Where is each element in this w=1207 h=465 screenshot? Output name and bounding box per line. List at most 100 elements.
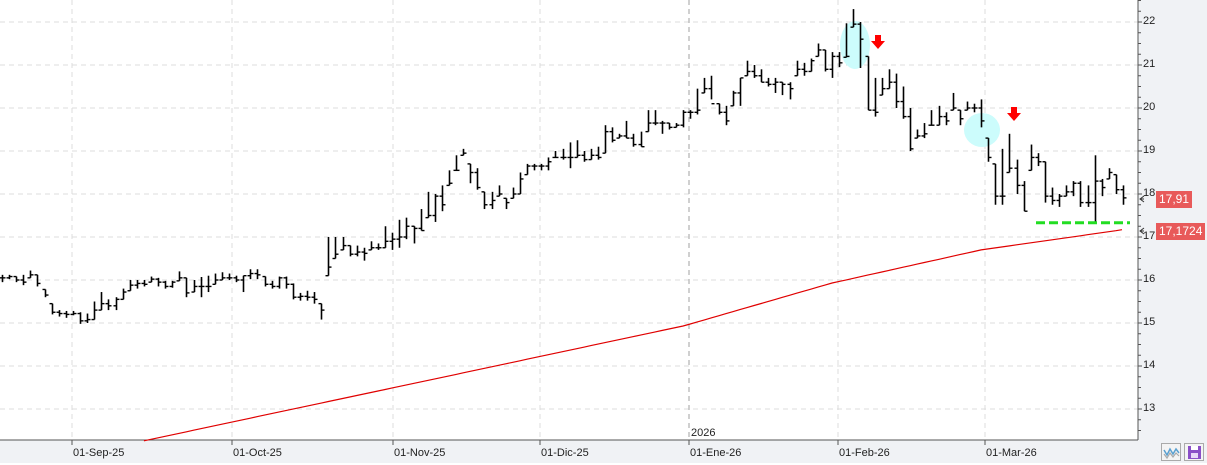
ohlc-bar [567,142,574,169]
ohlc-bar [560,148,567,160]
ohlc-bar [716,102,723,115]
ohlc-bar [758,69,765,83]
ohlc-bar [439,185,446,212]
ohlc-bar [1006,133,1013,174]
ohlc-bar [638,131,645,148]
ohlc-bar [1120,185,1127,205]
ohlc-bar [155,277,162,287]
ohlc-bar [1014,159,1021,194]
ohlc-bar [20,274,27,286]
ohlc-bar [389,232,396,250]
ohlc-bar [1042,161,1049,203]
moving-average-line [143,229,1123,442]
save-icon [1188,446,1201,459]
ohlc-bar [332,237,339,260]
x-tick-label: 01-Ene-26 [690,447,742,459]
y-axis-ticks [71,0,1142,445]
ohlc-bar [545,157,552,171]
ohlc-bar [893,73,900,108]
ohlc-bar [347,244,354,257]
ohlc-bar [694,88,701,115]
ohlc-bar [1092,155,1099,222]
ohlc-bar [411,225,418,244]
ohlc-bar [985,137,992,162]
ohlc-bar [418,209,425,232]
ohlc-bar [978,99,985,128]
ohlc-bar [836,52,843,68]
moving-average-price-label: 17,1724 [1156,223,1206,240]
ohlc-bar [56,310,63,317]
ohlc-bar [304,290,311,301]
ohlc-bar [999,148,1006,205]
ohlc-bar [446,170,453,187]
ohlc-bar [765,77,772,87]
ohlc-bar [659,120,666,134]
ohlc-bar [602,125,609,154]
ohlc-bar [879,77,886,96]
y-tick-label: 22 [1143,15,1156,27]
x-tick-label: 01-Sep-25 [73,447,125,459]
x-tick-label: 01-Oct-25 [233,447,282,459]
ohlc-bar [176,271,183,282]
ohlc-bar [432,194,439,222]
ohlc-bar [368,241,375,251]
ohlc-bar [481,191,488,210]
ohlc-bar [914,129,921,139]
ohlc-bar [992,163,999,205]
ohlc-bar [794,60,801,77]
ohlc-bar [787,82,794,100]
x-tick-label: 01-Dic-25 [541,447,589,459]
ohlc-bar [212,273,219,285]
x-tick-label: 01-Mar-26 [986,447,1037,459]
chart-type-button[interactable] [1161,443,1181,461]
ohlc-bar [538,163,545,171]
ohlc-bar [737,77,744,106]
ohlc-bar [134,280,141,289]
ohlc-bar [1099,178,1106,197]
ohlc-bar [127,280,134,292]
ohlc-bar [531,163,538,171]
ohlc-bar [850,9,857,28]
ohlc-bar [779,81,786,96]
ohlc-bar [900,86,907,119]
down-arrow-icon [871,35,885,49]
x-tick-label: 01-Feb-26 [839,447,890,459]
chart-type-icon [1163,447,1180,460]
ohlc-bar [1085,185,1092,207]
ohlc-bar [943,112,950,126]
ohlc-bar [1070,181,1077,197]
ohlc-bar [957,109,964,126]
ohlc-bar [843,23,850,58]
ohlc-bar [63,310,70,318]
ohlc-bar [240,275,247,293]
ohlc-bar [652,110,659,126]
ohlc-bar [453,155,460,172]
ohlc-bar [907,108,914,151]
ohlc-bar [247,269,254,280]
ohlc-bar [680,110,687,128]
ohlc-bar [42,288,49,298]
ohlc-bar [751,65,758,78]
ohlc-bar [6,274,13,280]
ohlc-bar [120,288,127,301]
ohlc-bar [730,90,737,107]
ohlc-bar [630,133,637,147]
y-tick-label: 15 [1143,316,1156,328]
ohlc-bar [382,226,389,249]
ohlc-bar [460,148,467,157]
ohlc-bar [808,58,815,73]
ohlc-bar [375,243,382,250]
ohlc-bar [964,101,971,111]
ohlc-bar [1113,173,1120,194]
save-button[interactable] [1184,443,1204,461]
x-tick-label: 01-Nov-25 [394,447,446,459]
ohlc-bar [510,187,517,200]
ohlc-bar [552,151,559,159]
ohlc-bar [928,110,935,126]
grid [0,0,1138,440]
ohlc-bar [815,43,822,58]
highlight-circle [964,113,1000,147]
ohlc-bar [921,123,928,139]
ohlc-bar [77,312,84,324]
